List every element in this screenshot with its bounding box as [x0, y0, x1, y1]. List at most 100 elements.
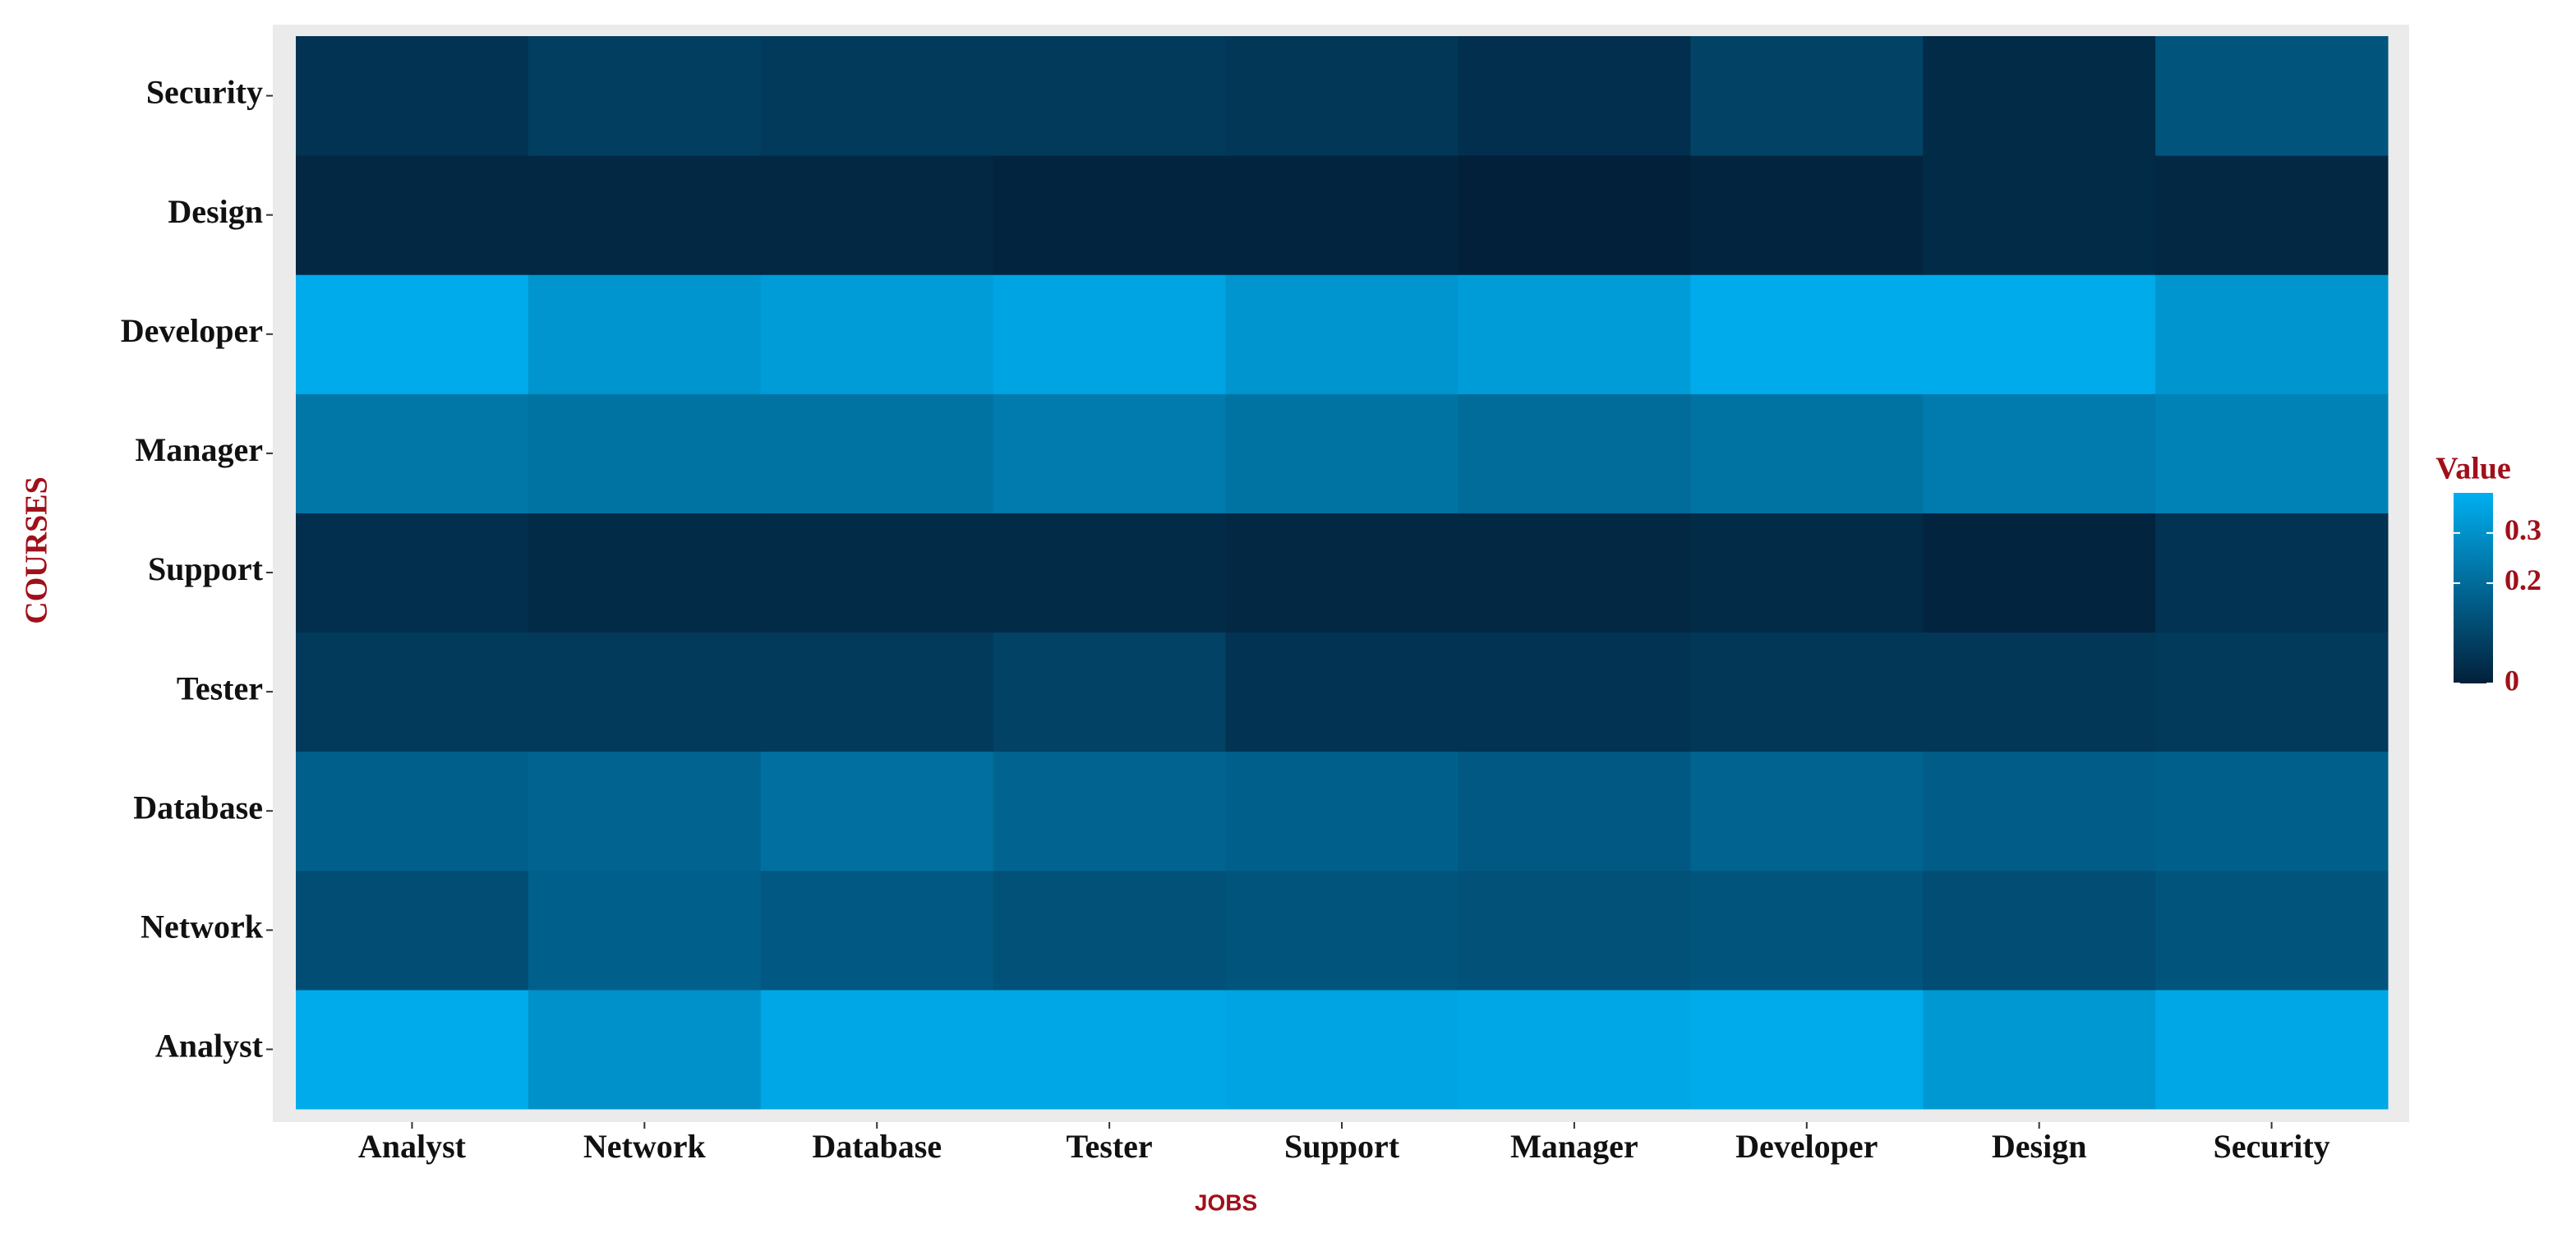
x-tick-label: Developer: [1735, 1128, 1878, 1165]
heatmap-cell: [2155, 36, 2389, 156]
heatmap-cell: [760, 155, 994, 275]
heatmap-cell: [1690, 393, 1924, 513]
heatmap-cell: [1923, 632, 2156, 752]
heatmap-cell: [2155, 632, 2389, 752]
heatmap-cell: [993, 632, 1227, 752]
heatmap-cell: [2155, 989, 2389, 1110]
heatmap-cell: [1225, 870, 1459, 991]
heatmap-cell: [1923, 155, 2156, 275]
heatmap-cell: [2155, 513, 2389, 633]
heatmap-cell: [1923, 870, 2156, 991]
heatmap-cell: [1225, 751, 1459, 872]
x-tick-label: Security: [2213, 1128, 2329, 1165]
heatmap-cell: [993, 155, 1227, 275]
heatmap-cell: [1690, 513, 1924, 633]
heatmap-cell: [993, 989, 1227, 1110]
y-tick-label: Analyst: [155, 1028, 264, 1065]
colorbar-tick-label: 0.3: [2505, 513, 2541, 546]
heatmap-cell: [528, 155, 762, 275]
heatmap-cell: [1690, 989, 1924, 1110]
heatmap-cell: [2155, 751, 2389, 872]
heatmap-cell: [1458, 155, 1691, 275]
heatmap-cell: [2155, 393, 2389, 513]
x-tick-label: Tester: [1067, 1128, 1153, 1165]
heatmap-cell: [2155, 870, 2389, 991]
heatmap-cell: [528, 393, 762, 513]
heatmap-cell: [1923, 393, 2156, 513]
heatmap-cell: [1690, 751, 1924, 872]
heatmap-cell: [1225, 36, 1459, 156]
heatmap-cell: [296, 989, 529, 1110]
heatmap-cell: [1690, 274, 1924, 394]
x-tick-label: Manager: [1510, 1128, 1638, 1165]
heatmap-cell: [760, 274, 994, 394]
y-tick-label: Support: [148, 550, 264, 587]
x-tick-label: Support: [1284, 1128, 1400, 1165]
colorbar-tick-label: 0: [2505, 664, 2519, 697]
heatmap-cell: [528, 989, 762, 1110]
heatmap-cell: [296, 513, 529, 633]
heatmap-cell: [1458, 989, 1691, 1110]
heatmap-cell: [1225, 632, 1459, 752]
legend-title: Value: [2435, 452, 2511, 486]
heatmap-cell: [528, 274, 762, 394]
heatmap-cell: [993, 513, 1227, 633]
heatmap-cell: [2155, 155, 2389, 275]
x-tick-label: Network: [583, 1128, 707, 1165]
heatmap-cell: [296, 870, 529, 991]
heatmap-cell: [1923, 274, 2156, 394]
heatmap-cell: [296, 751, 529, 872]
heatmap-cell: [528, 632, 762, 752]
heatmap-cell: [1458, 513, 1691, 633]
heatmap-cell: [1923, 751, 2156, 872]
x-tick-label: Design: [1992, 1128, 2087, 1165]
heatmap-cell: [1225, 155, 1459, 275]
y-tick-label: Security: [146, 74, 263, 111]
heatmap-cell: [1923, 989, 2156, 1110]
heatmap-cell: [760, 751, 994, 872]
heatmap-cell: [296, 155, 529, 275]
y-axis-title: COURSES: [20, 476, 54, 624]
heatmap-cell: [760, 36, 994, 156]
heatmap-cell: [1690, 155, 1924, 275]
heatmap-cell: [1458, 274, 1691, 394]
heatmap-cell: [760, 513, 994, 633]
colorbar-tick-label: 0.2: [2505, 564, 2541, 596]
heatmap-cell: [1923, 36, 2156, 156]
y-tick-label: Developer: [121, 312, 263, 349]
heatmap-cell: [1458, 36, 1691, 156]
heatmap-cell: [1458, 632, 1691, 752]
colorbar: [2454, 493, 2493, 683]
heatmap-cell: [1458, 870, 1691, 991]
heatmap-cell: [528, 870, 762, 991]
heatmap-cell: [1690, 36, 1924, 156]
x-axis-title: JOBS: [1195, 1189, 1257, 1215]
heatmap-cell: [993, 393, 1227, 513]
x-tick-label: Analyst: [358, 1128, 467, 1165]
heatmap-cell: [1225, 513, 1459, 633]
y-tick-label: Tester: [177, 669, 263, 706]
heatmap-cell: [760, 989, 994, 1110]
y-tick-label: Design: [168, 193, 263, 230]
heatmap-cell: [528, 751, 762, 872]
heatmap-cell: [1690, 870, 1924, 991]
heatmap-cell: [296, 36, 529, 156]
heatmap-cell: [1458, 751, 1691, 872]
heatmap-cell: [1225, 989, 1459, 1110]
heatmap-cell: [993, 36, 1227, 156]
heatmap-cell: [760, 393, 994, 513]
heatmap-cell: [296, 632, 529, 752]
heatmap-cell: [1225, 274, 1459, 394]
x-tick-label: Database: [812, 1128, 942, 1165]
heatmap-cell: [528, 36, 762, 156]
y-tick-label: Manager: [135, 431, 263, 468]
heatmap-cell: [760, 870, 994, 991]
heatmap-cell: [528, 513, 762, 633]
heatmap-cell: [993, 751, 1227, 872]
heatmap-cell: [1458, 393, 1691, 513]
heatmap-cell: [2155, 274, 2389, 394]
heatmap-cell: [1225, 393, 1459, 513]
heatmap-cell: [993, 274, 1227, 394]
heatmap-cell: [296, 274, 529, 394]
